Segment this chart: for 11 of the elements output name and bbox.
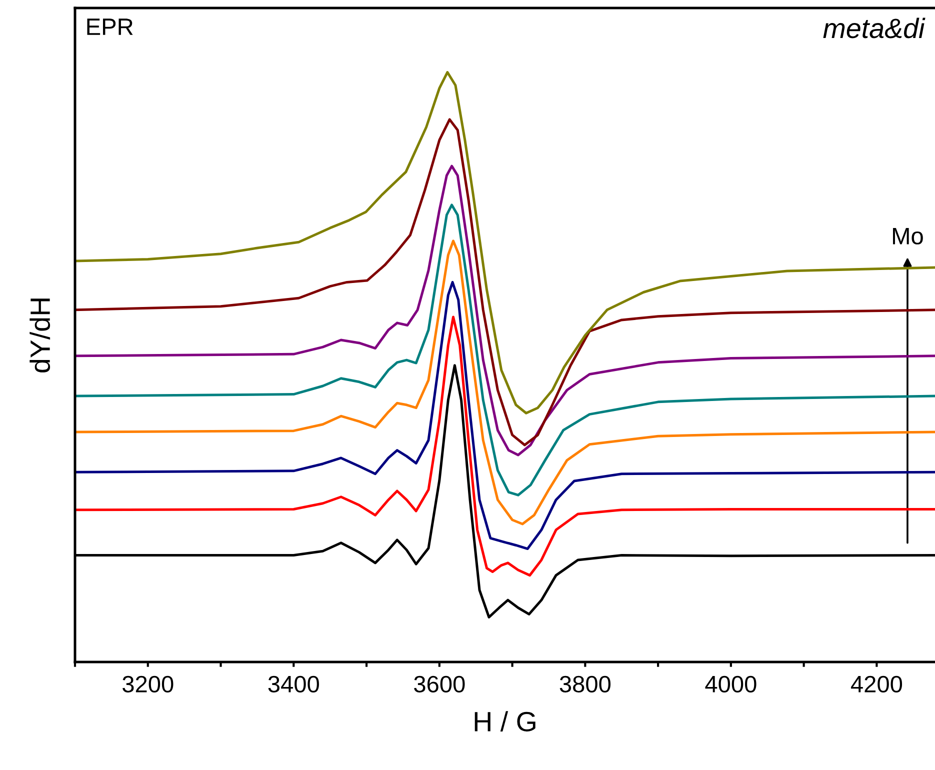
y-axis-title: dY/dH <box>30 298 50 372</box>
x-tick-label: 3200 <box>122 676 174 693</box>
annotation: Mo <box>893 228 923 244</box>
x-tick-label: 3800 <box>560 676 611 693</box>
text: meta&di <box>823 18 926 38</box>
x-tick-label: 4000 <box>705 676 756 693</box>
x-axis-title: H / G <box>474 711 536 732</box>
x-tick-label: 4200 <box>850 676 902 693</box>
text: EPR <box>87 18 133 35</box>
x-tick-label: 3600 <box>414 676 465 693</box>
x-tick-label: 3400 <box>268 676 319 693</box>
